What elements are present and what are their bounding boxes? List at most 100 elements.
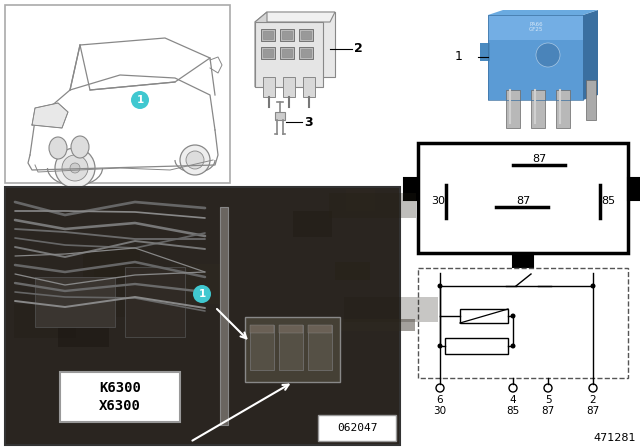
Bar	[346, 189, 375, 211]
Bar	[60, 372, 180, 422]
Polygon shape	[255, 12, 335, 22]
Bar	[299, 29, 313, 41]
Text: 2: 2	[354, 43, 363, 56]
Ellipse shape	[49, 137, 67, 159]
Text: 4: 4	[509, 395, 516, 405]
Bar	[5, 5, 230, 183]
Bar	[335, 262, 370, 280]
Circle shape	[509, 384, 517, 392]
Bar	[263, 49, 273, 57]
Bar	[480, 43, 490, 61]
Bar	[418, 268, 628, 378]
Circle shape	[536, 43, 560, 67]
Bar	[58, 304, 109, 348]
Bar	[506, 90, 520, 128]
Text: 1: 1	[198, 289, 205, 299]
Circle shape	[70, 163, 80, 173]
Text: 85: 85	[601, 196, 615, 206]
Bar	[282, 49, 292, 57]
Ellipse shape	[71, 136, 89, 158]
Text: 2: 2	[589, 395, 596, 405]
Bar	[263, 77, 275, 97]
Text: 30: 30	[433, 406, 447, 416]
Bar	[275, 112, 285, 120]
Bar	[255, 22, 323, 87]
Bar	[261, 29, 275, 41]
Bar	[308, 325, 332, 370]
Bar	[329, 193, 416, 218]
Polygon shape	[583, 10, 598, 100]
Circle shape	[131, 91, 149, 109]
Bar	[14, 304, 76, 338]
Circle shape	[193, 285, 211, 303]
Bar	[83, 249, 140, 277]
Bar	[280, 29, 294, 41]
Bar	[513, 253, 533, 267]
Bar	[327, 319, 415, 332]
Text: 87: 87	[532, 154, 547, 164]
Bar	[171, 264, 226, 304]
Text: 1: 1	[136, 95, 143, 105]
Polygon shape	[488, 10, 598, 15]
Circle shape	[511, 314, 515, 319]
Bar	[250, 325, 274, 333]
Bar	[250, 325, 274, 370]
Circle shape	[55, 148, 95, 188]
Bar	[301, 31, 311, 39]
Text: 87: 87	[541, 406, 555, 416]
Bar	[261, 47, 275, 59]
Bar	[279, 325, 303, 370]
Bar	[283, 77, 295, 97]
Bar	[125, 267, 185, 337]
Circle shape	[438, 344, 442, 349]
Text: 30: 30	[431, 196, 445, 206]
Bar	[318, 415, 396, 441]
Circle shape	[589, 384, 597, 392]
Text: 85: 85	[506, 406, 520, 416]
Circle shape	[186, 151, 204, 169]
Text: 87: 87	[516, 196, 530, 206]
Bar	[93, 270, 177, 317]
Bar	[5, 187, 400, 445]
Bar	[301, 49, 311, 57]
Bar	[35, 277, 115, 327]
Circle shape	[438, 284, 442, 289]
Bar	[628, 178, 640, 200]
Text: 5: 5	[545, 395, 551, 405]
Bar	[308, 325, 332, 333]
Bar	[280, 47, 294, 59]
Circle shape	[62, 155, 88, 181]
Bar	[488, 15, 583, 40]
Bar	[267, 329, 316, 371]
Bar	[263, 31, 273, 39]
Bar	[404, 178, 418, 200]
Text: 6: 6	[436, 395, 444, 405]
Text: X6300: X6300	[99, 399, 141, 413]
Bar	[460, 309, 508, 323]
Text: PA66
GF25: PA66 GF25	[529, 22, 543, 32]
Bar	[220, 207, 228, 425]
Bar	[344, 297, 438, 322]
Bar	[556, 90, 570, 128]
Circle shape	[180, 145, 210, 175]
Bar	[282, 31, 292, 39]
Bar	[279, 325, 303, 333]
Text: 87: 87	[586, 406, 600, 416]
Text: 062047: 062047	[337, 423, 377, 433]
Text: 3: 3	[304, 116, 312, 129]
Bar	[586, 80, 596, 120]
Bar	[531, 90, 545, 128]
Bar	[267, 12, 335, 77]
Bar	[488, 15, 583, 100]
Circle shape	[511, 344, 515, 349]
Bar	[299, 47, 313, 59]
Circle shape	[591, 284, 595, 289]
Bar	[445, 338, 508, 354]
Text: 471281: 471281	[593, 433, 636, 443]
Text: 1: 1	[455, 51, 463, 64]
Bar	[245, 317, 340, 382]
Bar	[418, 143, 628, 253]
Polygon shape	[32, 103, 68, 128]
Bar	[488, 15, 583, 100]
Bar	[303, 77, 315, 97]
